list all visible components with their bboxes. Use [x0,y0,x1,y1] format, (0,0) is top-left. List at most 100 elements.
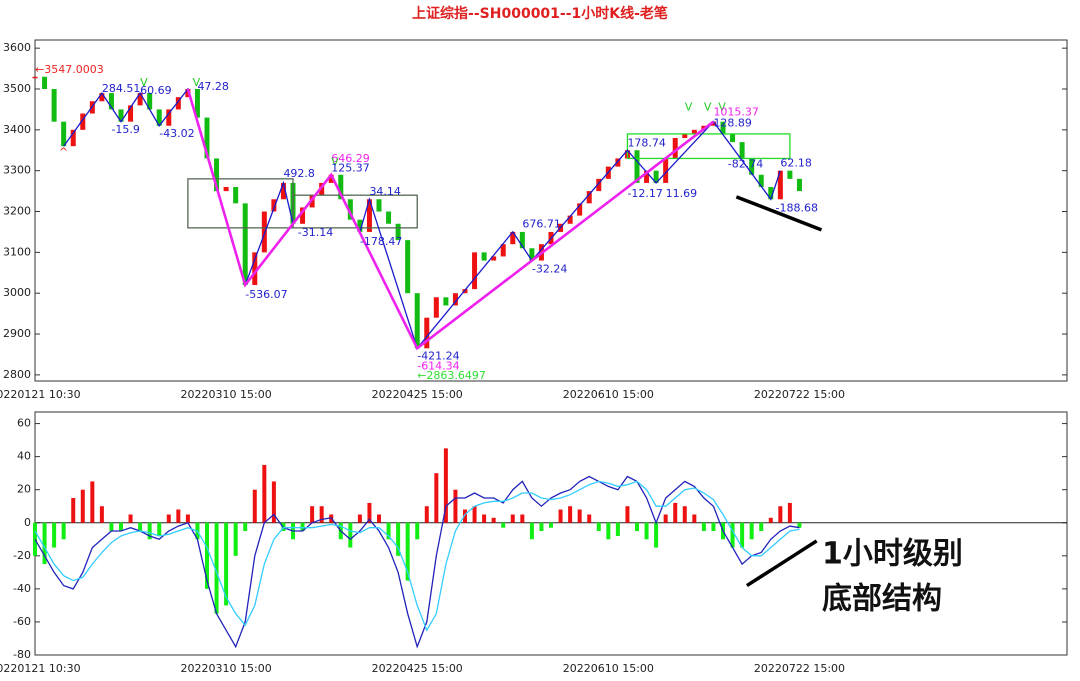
histogram-bar [271,481,276,523]
y-tick-label: 60 [17,417,31,430]
candle [739,142,745,159]
candle [147,93,153,110]
x-tick-label: 20220310 15:00 [181,388,272,401]
candle [233,187,239,204]
candle [376,199,382,212]
candle [796,178,802,192]
histogram-bar [128,514,133,523]
candle [175,97,181,110]
histogram-bar [529,522,534,540]
candle [491,256,497,261]
histogram-bar [71,497,76,523]
histogram-bar [730,522,735,548]
histogram-bar [405,522,410,581]
annotation: 60.69 [140,84,172,97]
candle [529,248,535,261]
candle [405,240,411,294]
histogram-bar [33,522,37,556]
annotation: 34.14 [369,185,401,198]
histogram-bar [711,522,716,532]
candle [758,174,764,188]
annotation: -43.02 [159,127,194,140]
candle [433,297,439,318]
trend-line [745,539,818,588]
annotation: 646.29 [331,152,370,165]
histogram-bar [635,522,639,532]
candle [615,158,621,167]
candle [386,211,392,224]
histogram-bar [587,514,592,523]
histogram-bar [166,514,171,523]
candle [223,187,229,192]
candle [443,297,449,306]
candle [672,138,678,159]
candle [70,129,76,147]
candle [395,223,401,241]
histogram-bar [558,509,563,523]
histogram-bar [415,522,420,540]
candle [730,133,736,143]
candle [347,199,353,220]
histogram-bar [749,522,754,540]
y-tick-label: 3500 [3,82,31,95]
candle [749,158,755,175]
candle [710,121,716,126]
candle [577,203,583,216]
zone-box [292,194,418,229]
annotation: 1015.37 [713,106,759,119]
candle [32,76,38,79]
histogram-bar [539,522,544,532]
histogram-bar [654,522,659,548]
histogram-bar [673,502,678,523]
indicator-line [34,475,800,649]
histogram-bar [434,473,439,523]
histogram-bar [147,522,152,540]
annotation: V [331,156,339,169]
annotation: 284.51 [102,82,141,95]
histogram-bar [61,522,66,540]
histogram-bar [348,522,353,548]
histogram-bar [109,522,114,532]
annotation: 676.71 [522,218,561,231]
histogram-bar [740,522,745,548]
histogram-bar [310,506,315,523]
zone-box [626,133,791,160]
annotation: 47.28 [197,80,229,93]
candle [720,121,726,134]
y-tick-label: 3300 [3,164,31,177]
candle [519,231,525,249]
histogram-bar [42,522,47,565]
histogram-bar [501,522,506,528]
histogram-bar [214,522,219,614]
y-tick-label: -80 [13,648,31,661]
histogram-bar [596,522,601,532]
candle [567,215,573,224]
candle [644,170,650,183]
histogram-bar [367,502,372,523]
histogram-bar [510,514,515,523]
y-tick-label: 20 [17,483,31,496]
y-tick-label: 0 [24,516,31,529]
y-tick-label: -20 [13,549,31,562]
histogram-bar [472,506,477,523]
annotation: ←2863.6497 [417,369,486,382]
y-tick-label: 2900 [3,327,31,340]
indicator-line [34,480,800,632]
histogram-bar [692,514,697,523]
histogram-bar [644,522,649,540]
histogram-bar [606,522,611,540]
annotation: ^ [59,145,68,158]
candle [194,89,200,118]
candle [500,244,506,257]
histogram-bar [243,522,248,532]
histogram-bar [549,522,553,528]
histogram-bar [787,502,792,523]
candle [338,174,344,200]
annotation: -31.14 [298,226,333,239]
candle [691,129,697,134]
histogram-bar [52,522,57,548]
candle [510,231,516,245]
candle [663,158,669,183]
